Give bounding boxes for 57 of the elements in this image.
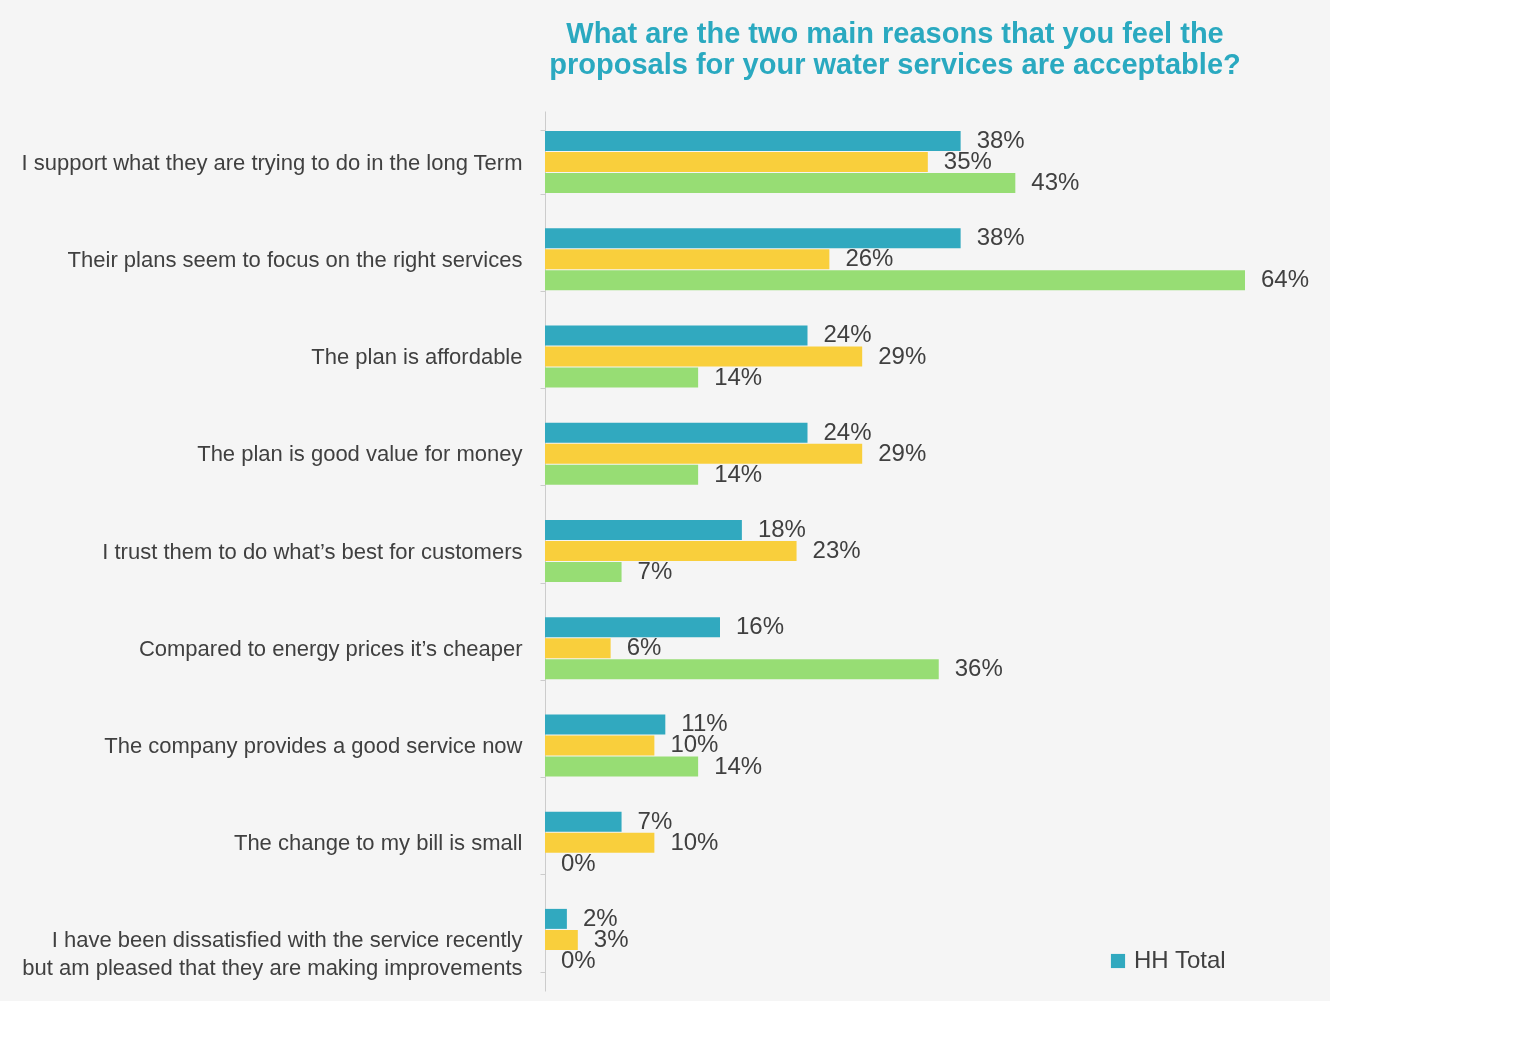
data-label: 24%	[823, 320, 872, 348]
bar	[545, 346, 863, 367]
bar	[545, 832, 655, 853]
data-label: 14%	[714, 459, 763, 487]
bar	[545, 617, 720, 638]
data-label: 43%	[1031, 168, 1080, 196]
data-label: 7%	[637, 806, 673, 834]
legend-label: HH Total	[1134, 946, 1226, 973]
data-label: 36%	[954, 654, 1003, 682]
data-label: 2%	[582, 903, 618, 931]
data-label: 16%	[736, 612, 785, 640]
bar	[545, 714, 666, 735]
data-label: 7%	[637, 557, 673, 585]
bar	[545, 443, 863, 464]
chart-title: What are the two main reasons that you feel the proposals for your water services are acceptable?	[549, 17, 1241, 80]
bar	[545, 464, 699, 485]
data-label: 0%	[561, 946, 596, 974]
bar	[545, 152, 928, 173]
bar	[545, 659, 939, 680]
data-label: 29%	[878, 438, 927, 466]
data-label: 26%	[845, 244, 894, 272]
y-tick-label: The plan is affordable	[311, 344, 523, 370]
bar	[545, 173, 1016, 194]
bar	[545, 422, 808, 443]
data-label: 23%	[812, 536, 861, 563]
bar	[545, 130, 961, 151]
bar	[545, 756, 699, 777]
bar	[545, 562, 622, 583]
bar	[545, 325, 808, 346]
data-label: 38%	[976, 223, 1025, 251]
y-tick-label: The change to my bill is small	[233, 830, 523, 856]
bar	[545, 811, 622, 832]
y-tick-label: I have been dissatisfied with the service recently but am pleased that they are making improvements	[22, 927, 523, 981]
bar	[545, 228, 961, 249]
bar	[545, 541, 797, 561]
bar	[545, 735, 655, 756]
bar	[545, 367, 699, 388]
y-tick-label: The plan is good value for money	[197, 441, 523, 467]
bar	[545, 929, 578, 950]
bar	[545, 270, 1245, 291]
data-label: 24%	[823, 417, 872, 445]
data-label: 29%	[878, 341, 927, 369]
bar	[545, 519, 742, 540]
y-tick-label: The company provides a good service now	[104, 732, 523, 758]
bar	[545, 908, 567, 929]
data-label: 64%	[1261, 265, 1310, 293]
y-tick-label: I trust them to do what’s best for customers	[102, 538, 523, 564]
data-label: 10%	[670, 827, 719, 855]
data-label: 14%	[714, 362, 763, 390]
data-label: 0%	[561, 848, 596, 876]
bar	[545, 638, 611, 659]
y-tick-label: I support what they are trying to do in the long Term	[21, 149, 523, 175]
data-label: 6%	[626, 633, 662, 661]
data-label: 18%	[757, 514, 806, 542]
y-tick-label: Compared to energy prices it’s cheaper	[138, 635, 523, 661]
y-tick-label: Their plans seem to focus on the right services	[67, 246, 523, 272]
bar	[545, 249, 830, 270]
